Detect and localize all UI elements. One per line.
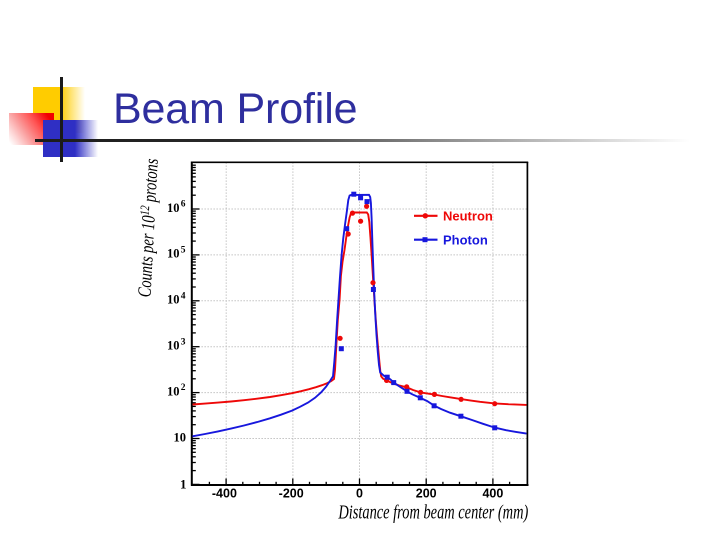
svg-text:Photon: Photon <box>443 233 488 248</box>
svg-text:1: 1 <box>180 477 187 492</box>
svg-text:200: 200 <box>416 487 437 501</box>
svg-text:10: 10 <box>174 431 187 445</box>
svg-text:10: 10 <box>167 339 180 353</box>
svg-text:10: 10 <box>167 247 180 261</box>
svg-text:10: 10 <box>167 201 180 215</box>
svg-text:Distance from beam center (mm): Distance from beam center (mm) <box>338 500 529 523</box>
svg-text:Counts per 1012 protons: Counts per 1012 protons <box>134 158 163 298</box>
svg-text:0: 0 <box>356 487 363 501</box>
svg-text:10: 10 <box>167 293 180 307</box>
svg-text:-400: -400 <box>212 487 237 501</box>
svg-text:400: 400 <box>482 487 503 501</box>
svg-text:4: 4 <box>181 291 186 301</box>
svg-text:3: 3 <box>181 337 186 347</box>
svg-text:-200: -200 <box>279 487 304 501</box>
svg-text:10: 10 <box>167 384 180 398</box>
svg-text:6: 6 <box>181 200 186 210</box>
svg-text:Neutron: Neutron <box>443 209 493 224</box>
svg-text:5: 5 <box>181 246 186 256</box>
svg-text:2: 2 <box>181 383 186 393</box>
